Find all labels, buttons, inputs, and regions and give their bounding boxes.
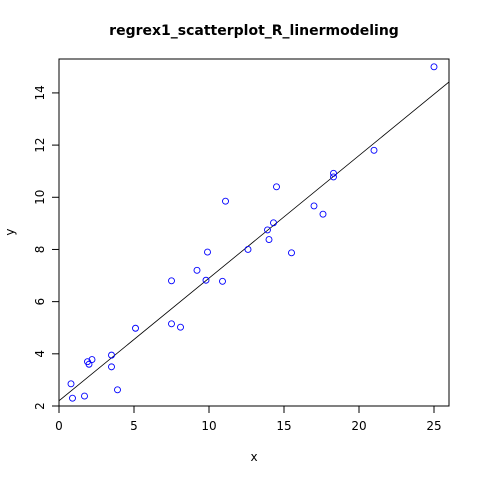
data-point [311,203,317,209]
data-point [82,393,88,399]
data-point [220,278,226,284]
data-point [331,170,337,176]
y-axis: 2 4 6 8 10 12 14 [33,85,59,410]
y-tick-label: 4 [33,350,47,358]
x-tick-label: 15 [276,419,291,433]
data-point [133,325,139,331]
regression-line [59,82,449,401]
data-point [178,324,184,330]
x-tick-label: 0 [55,419,63,433]
data-points [68,64,437,401]
data-point [70,395,76,401]
data-point [245,246,251,252]
data-point [169,278,175,284]
y-axis-label: y [3,228,17,235]
x-tick-label: 5 [130,419,138,433]
data-point [169,321,175,327]
data-point [68,381,74,387]
x-axis-label: x [250,450,257,464]
data-point [274,184,280,190]
data-point [205,249,211,255]
data-point [320,211,326,217]
plot-frame [59,59,449,406]
data-point [431,64,437,70]
y-tick-label: 6 [33,298,47,306]
data-point [371,147,377,153]
x-tick-label: 25 [426,419,441,433]
x-axis: 0 5 10 15 20 25 [55,406,441,433]
data-point [266,237,272,243]
regression-line-group [59,82,449,401]
chart-title: regrex1_scatterplot_R_linermodeling [109,23,399,39]
y-tick-label: 12 [33,137,47,152]
data-point [223,198,229,204]
y-tick-label: 10 [33,190,47,205]
x-tick-label: 10 [201,419,216,433]
data-point [194,267,200,273]
x-tick-label: 20 [351,419,366,433]
y-tick-label: 2 [33,402,47,410]
data-point [109,352,115,358]
y-tick-label: 14 [33,85,47,100]
y-tick-label: 8 [33,246,47,254]
data-point [109,364,115,370]
data-point [115,387,121,393]
data-point [289,250,295,256]
